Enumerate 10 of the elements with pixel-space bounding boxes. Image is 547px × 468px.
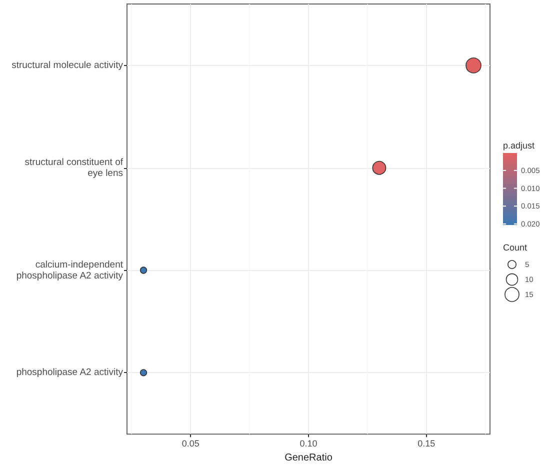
x-tick-label: 0.15 <box>418 438 436 449</box>
legend-title: Count <box>503 242 528 252</box>
y-tick-label: phospholipase A2 activity <box>16 367 124 378</box>
y-tick-label: structural constituent of eye lens <box>24 156 124 179</box>
x-axis-title: GeneRatio <box>284 452 333 464</box>
x-tick-label: 0.10 <box>300 438 318 449</box>
x-tick-label: 0.05 <box>182 438 200 449</box>
y-tick-label: structural molecule activity <box>12 60 124 71</box>
color-bar-title: p.adjust <box>503 140 536 150</box>
y-tick-label: calcium-independent phospholipase A2 activity <box>16 259 124 282</box>
